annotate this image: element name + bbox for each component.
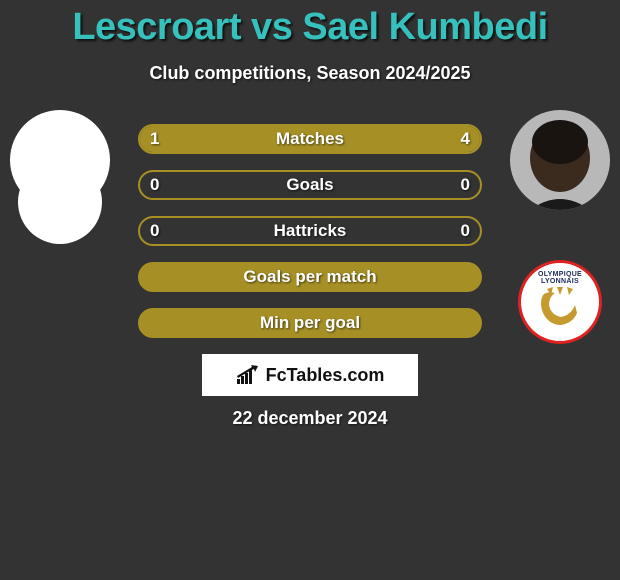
stat-label: Hattricks — [140, 218, 480, 244]
stat-label: Min per goal — [140, 310, 480, 336]
stat-row: Min per goal — [138, 308, 482, 338]
player-right-avatar — [510, 110, 610, 210]
stat-row: Goals per match — [138, 262, 482, 292]
stat-label: Matches — [140, 126, 480, 152]
stat-bars: 14Matches 00Goals 00Hattricks Goals per mat… — [138, 124, 482, 354]
page-title: Lescroart vs Sael Kumbedi — [0, 0, 620, 49]
stat-row: 00Goals — [138, 170, 482, 200]
watermark-text: FcTables.com — [266, 365, 385, 386]
stat-label: Goals per match — [140, 264, 480, 290]
chart-icon — [236, 365, 260, 385]
stat-row: 14Matches — [138, 124, 482, 154]
watermark: FcTables.com — [202, 354, 418, 396]
subtitle: Club competitions, Season 2024/2025 — [0, 63, 620, 84]
player-right-club-badge: OLYMPIQUELYONNAIS — [518, 260, 602, 344]
stat-label: Goals — [140, 172, 480, 198]
player-left-club-badge — [18, 160, 102, 244]
club-badge-text: OLYMPIQUELYONNAIS — [521, 271, 599, 285]
stat-row: 00Hattricks — [138, 216, 482, 246]
date-label: 22 december 2024 — [0, 408, 620, 429]
